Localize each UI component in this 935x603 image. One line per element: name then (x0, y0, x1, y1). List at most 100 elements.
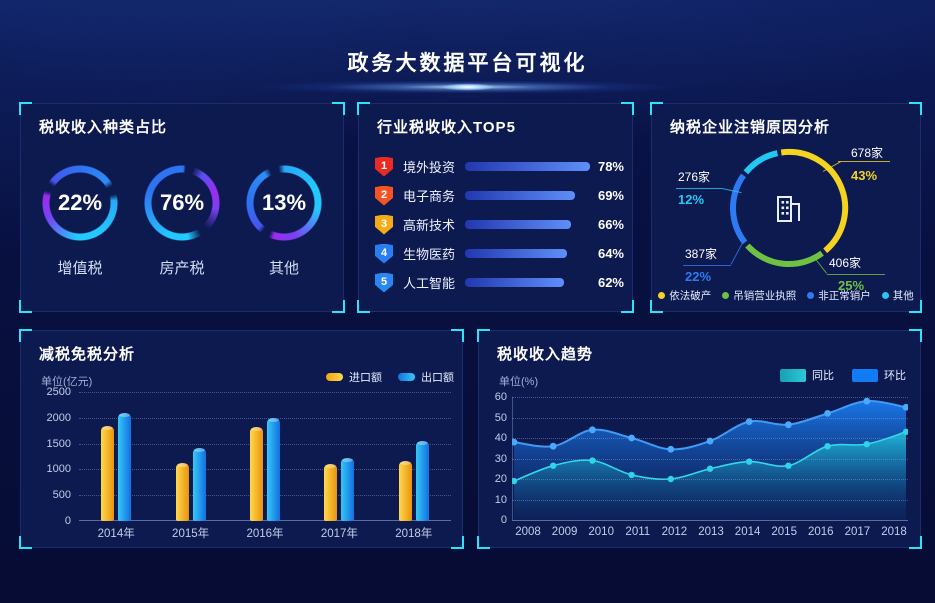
legend-item-license-revoked[interactable]: 吊销营业执照 (722, 288, 796, 303)
y-tick-label: 0 (64, 515, 71, 527)
x-tick-label: 2008 (515, 526, 541, 538)
donut-segment-0 (780, 148, 849, 254)
gridline (512, 438, 908, 439)
building-icon (777, 196, 800, 222)
corner-bracket-icon (621, 300, 634, 313)
corner-bracket-icon (909, 536, 922, 549)
bar-track (465, 162, 591, 171)
donut-segment-2 (730, 173, 748, 245)
point-mom-7 (785, 421, 792, 429)
corner-bracket-icon (19, 536, 32, 549)
y-tick-label: 60 (494, 391, 507, 403)
panel-title: 减税免税分析 (39, 346, 136, 363)
point-mom-1 (549, 442, 557, 450)
bar-fill (465, 220, 571, 229)
legend-label: 吊销营业执照 (733, 290, 797, 302)
corner-bracket-icon (650, 300, 663, 313)
corner-bracket-icon (451, 329, 464, 342)
bar-value: 66% (597, 217, 624, 232)
top5-row: 5 人工智能 62% (359, 268, 632, 297)
legend-item-abnormal[interactable]: 非正常销户 (807, 288, 871, 303)
area-chart (510, 397, 910, 520)
corner-bracket-icon (19, 300, 32, 313)
gridline (79, 417, 451, 419)
legend-item-yoy[interactable]: 同比 (780, 367, 834, 383)
point-yoy-7 (785, 462, 792, 469)
callout-bankruptcy: 678家 43% (851, 144, 883, 183)
panel-tax-reduction: 减税免税分析 单位(亿元) 进口额 出口额 0 500 1000 1500 2000 25… (19, 329, 464, 549)
gridline (512, 499, 908, 501)
unit-label: 单位(亿元) (41, 376, 93, 388)
x-tick-label: 2017 (844, 526, 871, 538)
panel-industry-top5: 行业税收收入TOP5 1 境外投资 78% 2 电子商务 69% 3 高新技术 … (357, 102, 634, 313)
export-bar-1 (192, 447, 206, 521)
y-tick-label: 2500 (46, 386, 71, 398)
panel-deregistration-analysis: 纳税企业注销原因分析 678家 43% 276家 12% 387家 22% 40… (650, 102, 922, 313)
ring-gauge-icon (41, 164, 119, 242)
ring-label: 房产税 (159, 260, 205, 277)
point-mom-0 (510, 438, 518, 446)
rank-shield-icon: 1 (375, 156, 393, 177)
legend-label: 出口额 (421, 372, 454, 384)
x-axis-labels: 2014年 2015年 2016年 2017年 2018年 (79, 525, 451, 540)
corner-bracket-icon (19, 102, 32, 115)
gridline (79, 469, 451, 471)
x-tick-label: 2018 (881, 526, 907, 538)
ring-gauge-icon (245, 164, 323, 242)
legend-label: 进口额 (349, 372, 382, 384)
legend-chip-icon (326, 373, 343, 381)
top5-list: 1 境外投资 78% 2 电子商务 69% 3 高新技术 66% 4 生物医药 (359, 152, 632, 297)
callout-count: 406家 (829, 256, 862, 270)
export-bar-3 (341, 457, 355, 521)
industry-label: 电子商务 (403, 189, 456, 204)
corner-bracket-icon (357, 102, 370, 115)
point-yoy-4 (667, 475, 674, 483)
export-bar-0 (118, 412, 132, 521)
donut-legend: 依法破产 吊销营业执照 非正常销户 其他 (652, 288, 920, 303)
legend-item-bankruptcy[interactable]: 依法破产 (658, 288, 711, 303)
ring-vat: 22% 增值税 (35, 164, 125, 278)
industry-label: 生物医药 (403, 247, 456, 262)
leader-line (838, 161, 890, 162)
page-title: 政务大数据平台可视化 (347, 52, 588, 75)
x-tick-label: 2013 (698, 526, 724, 538)
y-axis-line (512, 397, 513, 521)
donut-segment-1 (745, 243, 824, 268)
legend-item-export[interactable]: 出口额 (398, 369, 454, 385)
legend-item-mom[interactable]: 环比 (852, 367, 906, 383)
x-tick-label: 2011 (625, 526, 651, 538)
point-yoy-2 (589, 457, 596, 464)
corner-bracket-icon (357, 300, 370, 313)
rank-shield-icon: 5 (375, 272, 393, 293)
panel-tax-type-ratio: 税收收入种类占比 22% 增值税 76% 房产税 13% 其他 (19, 102, 345, 313)
x-axis-line (79, 520, 451, 521)
point-yoy-8 (824, 443, 831, 450)
x-tick-label: 2016年 (246, 528, 284, 540)
ring-value: 13% (261, 190, 307, 215)
callout-percent: 25% (838, 278, 865, 293)
legend-item-import[interactable]: 进口额 (326, 369, 382, 385)
callout-percent: 22% (685, 269, 712, 284)
legend-item-other[interactable]: 其他 (881, 288, 914, 303)
callout-other: 276家 12% (678, 168, 710, 207)
callout-count: 387家 (685, 247, 718, 261)
point-yoy-10 (902, 428, 910, 436)
ring-gauge-icon (143, 164, 221, 242)
donut-chart (730, 148, 849, 268)
x-tick-label: 2018年 (395, 528, 433, 540)
callout-percent: 43% (851, 168, 878, 183)
import-bar-3 (324, 464, 338, 521)
ring-charts: 22% 增值税 76% 房产税 13% 其他 (21, 164, 343, 278)
legend-dot-icon (722, 292, 730, 299)
callout-abnormal: 387家 22% (685, 245, 717, 284)
donut-segment-3 (743, 150, 779, 175)
legend-label: 依法破产 (669, 290, 712, 302)
light-flare-decoration (207, 81, 728, 93)
x-tick-label: 2015 (771, 526, 797, 538)
ring-label: 增值税 (57, 260, 103, 277)
x-axis-labels: 2008 2009 2010 2011 2012 2013 2014 2015 2016 2017… (512, 526, 908, 540)
industry-label: 境外投资 (403, 160, 456, 175)
y-tick-label: 10 (494, 493, 507, 506)
rank-shield-icon: 4 (375, 243, 393, 264)
point-mom-8 (824, 410, 831, 417)
